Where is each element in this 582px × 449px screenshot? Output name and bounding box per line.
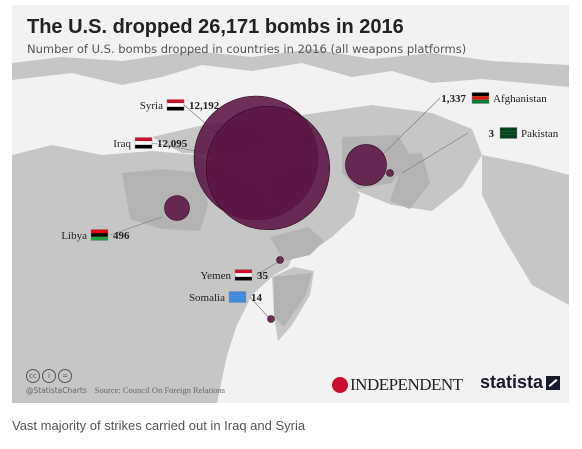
no-derivatives-icon: = [58, 369, 72, 383]
flag-libya-icon [90, 229, 109, 241]
chart-title: The U.S. dropped 26,171 bombs in 2016 [27, 16, 404, 38]
image-caption: Vast majority of strikes carried out in … [12, 418, 306, 433]
country-value-yemen: 35 [257, 270, 269, 282]
license-icons: cc i = [26, 369, 74, 383]
label-group-syria: Syria 12,192 [140, 99, 220, 112]
statista-charts-handle: @StatistaCharts [26, 386, 87, 395]
leader-pakistan [401, 132, 469, 174]
label-group-somalia: Somalia 14 [189, 291, 263, 304]
land-europe [12, 49, 569, 87]
bubble-pakistan [386, 169, 394, 177]
footer-credits: @StatistaCharts Source: Council On Foreig… [26, 385, 225, 395]
statista-logo: statista [480, 372, 561, 393]
label-group-yemen: Yemen 35 [200, 269, 269, 282]
bubble-libya [164, 195, 190, 221]
label-group-iraq: Iraq 12,095 [113, 137, 188, 150]
country-value-afghanistan: 1,337 [441, 93, 466, 105]
leader-yemen [255, 260, 281, 276]
label-group-libya: Libya 496 [61, 229, 130, 242]
bubbles [164, 95, 394, 323]
land-pakistan [390, 153, 430, 209]
leader-libya [109, 216, 163, 236]
source-note: Source: Council On Foreign Relations [94, 385, 226, 395]
country-name-syria: Syria [140, 100, 163, 112]
flag-somalia-icon [228, 291, 247, 303]
land-yemen [270, 227, 324, 261]
country-labels: Syria 12,192 Iraq 12,095 Afghanistan 1,337 Pak… [61, 92, 559, 304]
country-value-libya: 496 [113, 230, 130, 242]
country-name-yemen: Yemen [200, 270, 231, 282]
independent-logo-text: INDEPENDENT [350, 375, 463, 394]
attribution-icon: i [42, 369, 56, 383]
land-somalia [274, 273, 312, 327]
bubble-yemen [276, 256, 284, 264]
label-group-pakistan: Pakistan 3 [489, 127, 559, 140]
flag-pakistan-icon [499, 127, 518, 139]
flag-syria-icon [166, 99, 185, 111]
independent-logo: INDEPENDENT [332, 375, 463, 395]
country-value-somalia: 14 [251, 292, 263, 304]
bubble-map: Syria 12,192 Iraq 12,095 Afghanistan 1,337 Pak… [12, 49, 569, 403]
flag-yemen-icon [234, 269, 253, 281]
country-name-iraq: Iraq [113, 138, 131, 150]
country-value-pakistan: 3 [489, 128, 495, 140]
country-name-afghanistan: Afghanistan [493, 93, 547, 105]
bubble-somalia [267, 315, 275, 323]
bubble-iraq [205, 105, 331, 231]
chart-subtitle: Number of U.S. bombs dropped in countrie… [27, 42, 467, 56]
country-name-somalia: Somalia [189, 292, 225, 304]
statista-logo-icon [546, 375, 561, 390]
independent-eagle-icon [332, 377, 348, 393]
chart-card: Syria 12,192 Iraq 12,095 Afghanistan 1,337 Pak… [12, 5, 569, 403]
label-group-afghanistan: Afghanistan 1,337 [441, 92, 547, 105]
bubble-afghanistan [345, 144, 387, 186]
flag-afghanistan-icon [471, 92, 490, 104]
country-name-libya: Libya [61, 230, 87, 242]
flag-iraq-icon [134, 137, 153, 149]
leader-somalia [249, 296, 271, 320]
country-name-pakistan: Pakistan [521, 128, 559, 140]
country-value-syria: 12,192 [189, 100, 220, 112]
statista-logo-text: statista [480, 372, 544, 392]
country-value-iraq: 12,095 [157, 138, 188, 150]
cc-icon: cc [26, 369, 40, 383]
land-india [482, 155, 569, 305]
